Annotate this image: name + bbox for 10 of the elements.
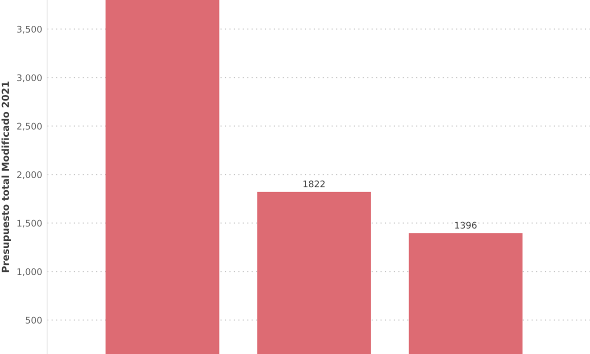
data-label: 1822 bbox=[304, 180, 325, 188]
data-label: 1396 bbox=[455, 222, 477, 229]
y-tick-label: 2,000 bbox=[17, 171, 42, 180]
y-tick-label: 3,500 bbox=[17, 26, 42, 34]
y-tick-label: 500 bbox=[26, 316, 42, 324]
y-tick-label: 1,500 bbox=[17, 220, 42, 228]
y-axis-title: Presupuesto total Modificado 2021 bbox=[2, 82, 11, 272]
y-tick-label: 2,500 bbox=[17, 122, 42, 131]
y-tick-label: 1,000 bbox=[17, 268, 42, 276]
y-tick-label: 3,000 bbox=[17, 74, 42, 82]
